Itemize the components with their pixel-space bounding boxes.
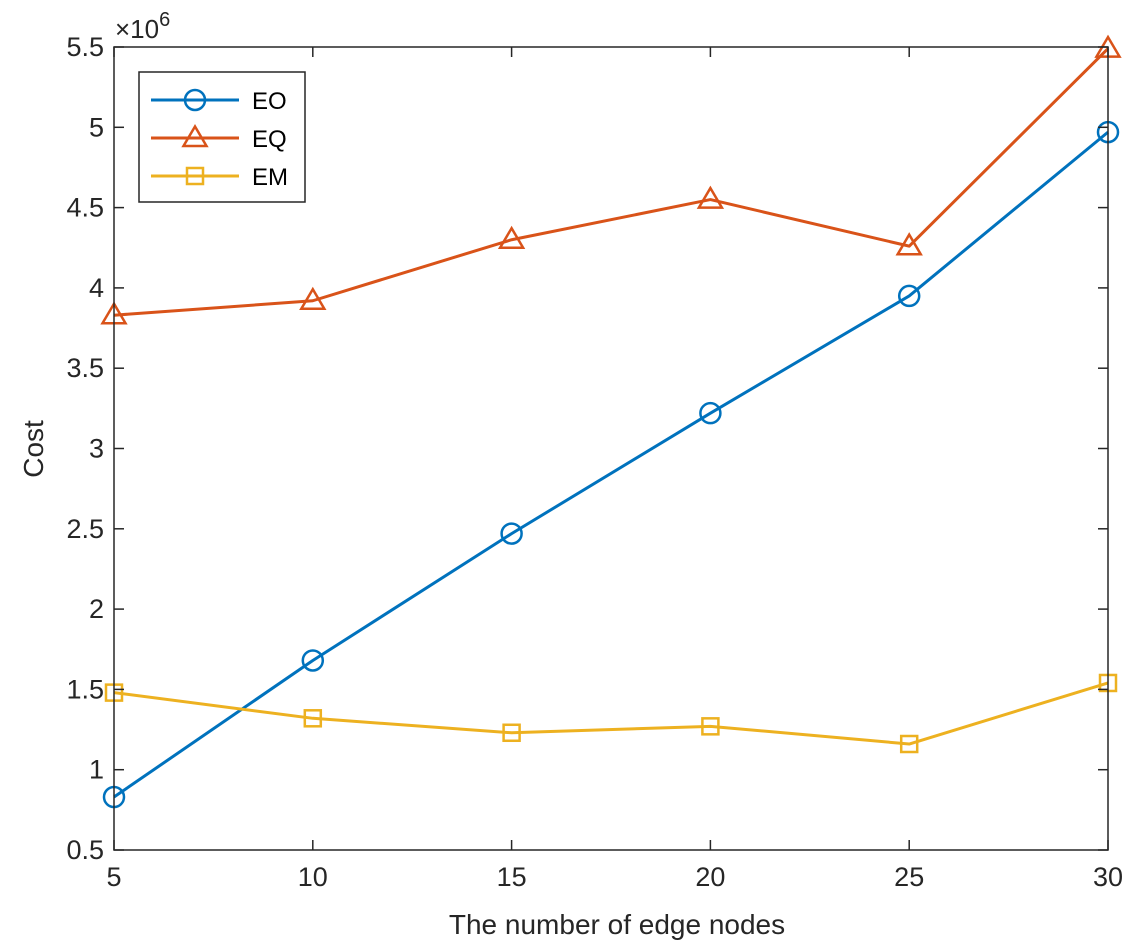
legend-item-eq: EQ [151,124,287,153]
legend-item-em: EM [151,164,288,191]
legend-marker-em [185,166,205,186]
data-point-em [303,709,323,728]
series-layer [100,34,1122,809]
legend-label: EQ [252,126,287,153]
series-line-em [113,681,1109,746]
y-tick-label: 1 [89,755,104,785]
y-tick-label: 0.5 [66,835,104,865]
legend-label: EM [252,164,288,191]
series-line-eo [113,130,1109,799]
y-exponent-power: 6 [159,9,170,31]
data-point-em [899,734,919,754]
data-point-eo [699,401,722,425]
y-tick-label: 2 [89,594,104,624]
y-tick-label: 1.5 [66,674,104,704]
series-line-eq [113,47,1110,317]
y-tick-label: 2.5 [66,514,104,544]
y-tick-label: 3 [89,434,104,464]
legend-item-eo: EO [151,88,287,115]
x-tick-label: 20 [695,862,725,892]
x-tick-label: 15 [497,862,527,892]
legend-label: EO [252,88,287,115]
x-tick-label: 30 [1093,862,1123,892]
data-point-eo [500,522,523,545]
y-axis-label: Cost [18,420,49,478]
data-point-em [701,717,720,736]
series-eo [102,120,1120,809]
x-tick-label: 5 [106,862,121,892]
y-tick-label: 4 [89,273,104,303]
y-tick-label: 5.5 [66,32,104,62]
data-point-eq [895,232,923,256]
data-point-eo [301,649,325,672]
data-point-em [502,723,521,743]
data-point-eq [299,286,327,311]
y-exponent-label: ×106 [115,9,170,44]
data-point-eo [897,284,921,308]
x-tick-label: 10 [298,862,328,892]
y-tick-label: 3.5 [66,353,104,383]
x-tick-label: 25 [894,862,924,892]
y-exponent-base: ×10 [115,14,159,44]
legend: EO EQ EM [138,71,306,203]
y-tick-label: 5 [89,112,104,142]
series-em [104,673,1118,754]
legend-marker-eo [183,88,207,112]
y-tick-label: 4.5 [66,193,104,223]
x-axis-label: The number of edge nodes [449,909,785,940]
series-eq [100,34,1122,325]
legend-marker-eq [181,124,209,148]
ticks-layer: 5 10 15 20 25 30 0.5 1 1.5 2 2.5 3 3.5 4 4.5 5 5.5 [66,32,1123,892]
data-point-eq [497,225,526,250]
data-point-eq [696,185,725,209]
